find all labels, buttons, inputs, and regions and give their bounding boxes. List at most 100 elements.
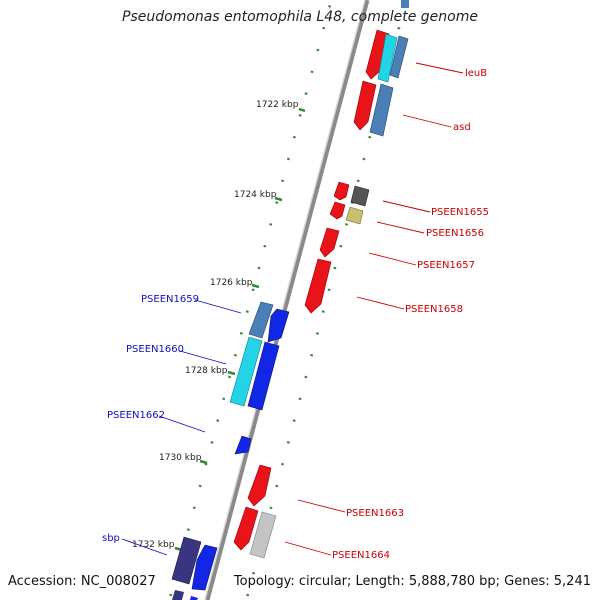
inner-minor-tick bbox=[204, 462, 208, 466]
gene-steel-feature-2[interactable] bbox=[369, 83, 394, 137]
kbp-tick-1726 bbox=[251, 283, 260, 289]
outer-minor-tick bbox=[298, 397, 302, 401]
inner-minor-tick bbox=[310, 70, 314, 74]
inner-tick-ruler bbox=[169, 5, 332, 597]
inner-minor-tick bbox=[192, 506, 196, 510]
gene-steel-top-fragment[interactable] bbox=[401, 0, 409, 8]
inner-minor-tick bbox=[257, 266, 261, 270]
kbp-tick-1722 bbox=[298, 107, 306, 113]
gene-khaki-feature[interactable] bbox=[345, 206, 364, 225]
outer-minor-tick bbox=[368, 135, 372, 139]
outer-minor-tick bbox=[356, 179, 360, 183]
outer-minor-tick bbox=[269, 506, 273, 510]
outer-minor-tick bbox=[397, 26, 401, 30]
gene-PSEEN1660-feature[interactable] bbox=[229, 336, 263, 407]
outer-minor-tick bbox=[333, 266, 337, 270]
inner-minor-tick bbox=[328, 5, 332, 8]
gene-leuB-feature[interactable] bbox=[365, 29, 390, 80]
inner-minor-tick bbox=[280, 179, 285, 183]
inner-minor-tick bbox=[286, 157, 291, 161]
gene-sbp-feature[interactable] bbox=[171, 536, 202, 585]
inner-minor-tick bbox=[316, 48, 320, 52]
map-title: Pseudomonas entomophila L48, complete ge… bbox=[122, 9, 478, 25]
gene-label-PSEEN1658[interactable]: PSEEN1658 bbox=[405, 304, 463, 315]
gene-label-PSEEN1655[interactable]: PSEEN1655 bbox=[431, 207, 489, 218]
accession-text: Accession: NC_008027 bbox=[8, 574, 156, 589]
inner-minor-tick bbox=[239, 332, 243, 335]
inner-minor-tick bbox=[251, 288, 255, 292]
outer-minor-tick bbox=[275, 484, 279, 488]
inner-minor-tick bbox=[186, 528, 190, 531]
inner-minor-tick bbox=[292, 135, 296, 139]
backbone-highlight bbox=[204, 0, 366, 600]
gene-label-PSEEN1660[interactable]: PSEEN1660 bbox=[126, 344, 184, 355]
outer-minor-tick bbox=[339, 244, 343, 248]
inner-minor-tick bbox=[304, 92, 308, 95]
gene-darkgray-feature[interactable] bbox=[350, 185, 370, 207]
kbp-label-1730: 1730 kbp bbox=[159, 453, 202, 463]
inner-minor-tick bbox=[269, 223, 273, 226]
genome-backbone bbox=[204, 0, 370, 600]
outer-minor-tick bbox=[304, 375, 308, 379]
kbp-label-1722: 1722 kbp bbox=[256, 100, 299, 110]
outer-minor-tick bbox=[327, 288, 331, 292]
gene-label-asd[interactable]: asd bbox=[453, 122, 471, 133]
inner-minor-tick bbox=[222, 397, 226, 401]
inner-minor-tick bbox=[322, 26, 326, 30]
gene-blue-feature-3[interactable] bbox=[191, 544, 218, 591]
kbp-label-1726: 1726 kbp bbox=[210, 278, 253, 288]
outer-minor-tick bbox=[344, 223, 349, 226]
inner-minor-tick bbox=[216, 419, 220, 422]
outer-minor-tick bbox=[362, 157, 366, 161]
gene-label-PSEEN1657[interactable]: PSEEN1657 bbox=[417, 260, 475, 271]
gene-label-leuB[interactable]: leuB bbox=[465, 68, 487, 79]
forward-label-leaders bbox=[284, 62, 464, 556]
gene-PSEEN1663-feature[interactable] bbox=[247, 464, 272, 507]
gene-label-PSEEN1659[interactable]: PSEEN1659 bbox=[141, 294, 199, 305]
gene-PSEEN1662-feature[interactable] bbox=[234, 435, 252, 455]
reverse-label-leaders bbox=[121, 299, 242, 556]
gene-PSEEN1657-feature[interactable] bbox=[319, 227, 340, 258]
outer-minor-tick bbox=[321, 310, 325, 313]
inner-minor-tick bbox=[210, 441, 214, 444]
gene-PSEEN1664-feature-b[interactable] bbox=[249, 511, 277, 559]
gene-asd-feature[interactable] bbox=[353, 80, 377, 131]
gene-blue-arrow-1[interactable] bbox=[267, 308, 290, 343]
gene-indigo-bottom-fragment[interactable] bbox=[172, 590, 184, 600]
outer-minor-tick bbox=[251, 571, 256, 575]
outer-minor-tick bbox=[310, 353, 314, 357]
kbp-label-1724: 1724 kbp bbox=[234, 190, 277, 200]
gene-PSEEN1655-feature[interactable] bbox=[333, 181, 350, 201]
gene-label-sbp[interactable]: sbp bbox=[102, 533, 120, 544]
gene-label-PSEEN1663[interactable]: PSEEN1663 bbox=[346, 508, 404, 519]
outer-minor-tick bbox=[315, 332, 320, 335]
gene-cyan-feature[interactable] bbox=[377, 33, 398, 83]
kbp-tick-1724 bbox=[274, 196, 283, 202]
gene-PSEEN1664-feature-a[interactable] bbox=[233, 506, 259, 551]
gene-blue-bottom-fragment[interactable] bbox=[190, 596, 198, 600]
forward-labels: leuB asd PSEEN1655 PSEEN1656 PSEEN1657 P… bbox=[332, 68, 489, 561]
inner-minor-tick bbox=[263, 244, 267, 248]
gene-PSEEN1656-feature[interactable] bbox=[329, 201, 346, 220]
inner-minor-tick bbox=[275, 201, 279, 204]
inner-minor-tick bbox=[298, 114, 302, 117]
inner-minor-tick bbox=[198, 484, 202, 488]
gene-PSEEN1658-feature[interactable] bbox=[304, 258, 332, 314]
outer-minor-tick bbox=[246, 593, 250, 597]
gene-label-PSEEN1664[interactable]: PSEEN1664 bbox=[332, 550, 390, 561]
inner-minor-tick bbox=[227, 375, 232, 379]
kbp-label-1732: 1732 kbp bbox=[132, 540, 175, 550]
inner-minor-tick bbox=[233, 353, 238, 357]
gene-blue-feature-2[interactable] bbox=[247, 341, 280, 411]
genome-summary-text: Topology: circular; Length: 5,888,780 bp… bbox=[233, 574, 591, 589]
gene-steel-feature[interactable] bbox=[389, 35, 409, 79]
reverse-labels: PSEEN1659 PSEEN1660 PSEEN1662 sbp bbox=[102, 294, 199, 544]
outer-minor-tick bbox=[286, 441, 290, 444]
gene-PSEEN1659-feature[interactable] bbox=[248, 301, 274, 339]
gene-label-PSEEN1656[interactable]: PSEEN1656 bbox=[426, 228, 484, 239]
gene-label-PSEEN1662[interactable]: PSEEN1662 bbox=[107, 410, 165, 421]
forward-features bbox=[233, 0, 409, 559]
kbp-tick-1730 bbox=[199, 459, 208, 465]
reverse-features bbox=[171, 301, 290, 600]
